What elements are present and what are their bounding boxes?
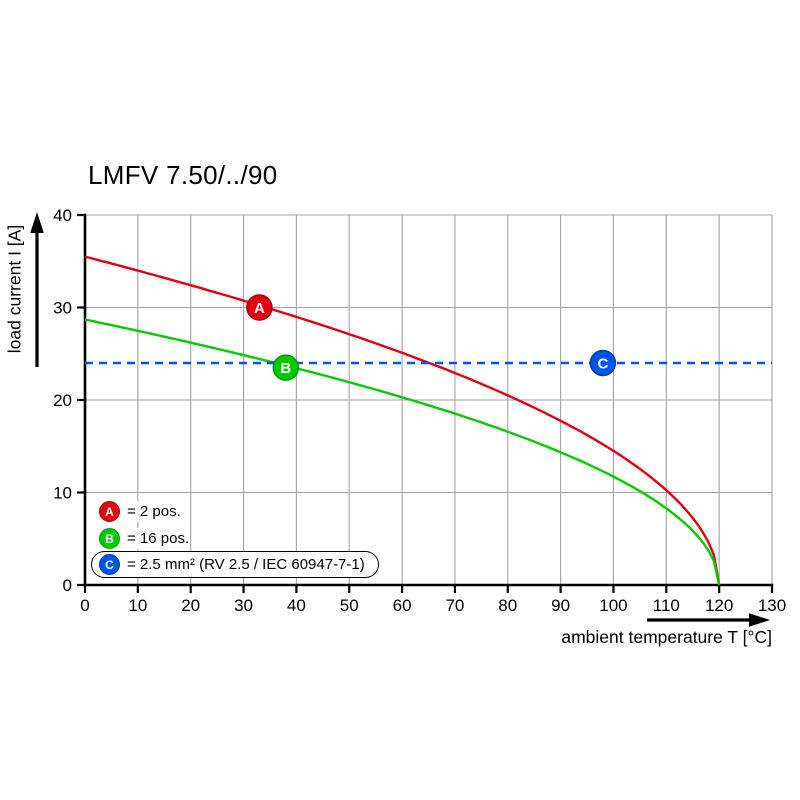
x-axis-label: ambient temperature T [°C] [561, 627, 772, 647]
x-tick-label: 120 [705, 596, 733, 615]
x-tick-label: 70 [445, 596, 464, 615]
x-tick-label: 50 [340, 596, 359, 615]
x-tick-label: 60 [393, 596, 412, 615]
marker-a [246, 294, 273, 321]
x-tick-label: 130 [758, 596, 786, 615]
marker-c [589, 349, 617, 377]
curve-a [84, 255, 721, 586]
y-tick-label: 30 [53, 299, 72, 318]
x-tick-label: 80 [498, 596, 517, 615]
y-tick-label: 20 [53, 391, 72, 410]
marker-letter-c: C [597, 356, 608, 373]
x-tick-label: 40 [287, 596, 306, 615]
y-tick-label: 0 [63, 576, 72, 595]
x-tick-label: 0 [80, 596, 89, 615]
x-tick-label: 100 [599, 596, 627, 615]
y-tick-label: 40 [53, 206, 72, 225]
curve-b [84, 318, 721, 586]
x-tick-label: 20 [181, 596, 200, 615]
x-tick-label: 90 [551, 596, 570, 615]
marker-b [272, 354, 300, 381]
y-tick-label: 10 [53, 484, 72, 503]
x-tick-label: 10 [128, 596, 147, 615]
x-tick-label: 110 [653, 596, 680, 615]
marker-letter-b: B [280, 360, 291, 377]
chart-title: LMFV 7.50/../90 [88, 160, 278, 190]
marker-letter-a: A [254, 300, 265, 317]
y-axis-arrowhead-icon [30, 212, 44, 233]
x-axis-arrowhead-icon [749, 613, 770, 627]
x-tick-label: 30 [234, 596, 253, 615]
